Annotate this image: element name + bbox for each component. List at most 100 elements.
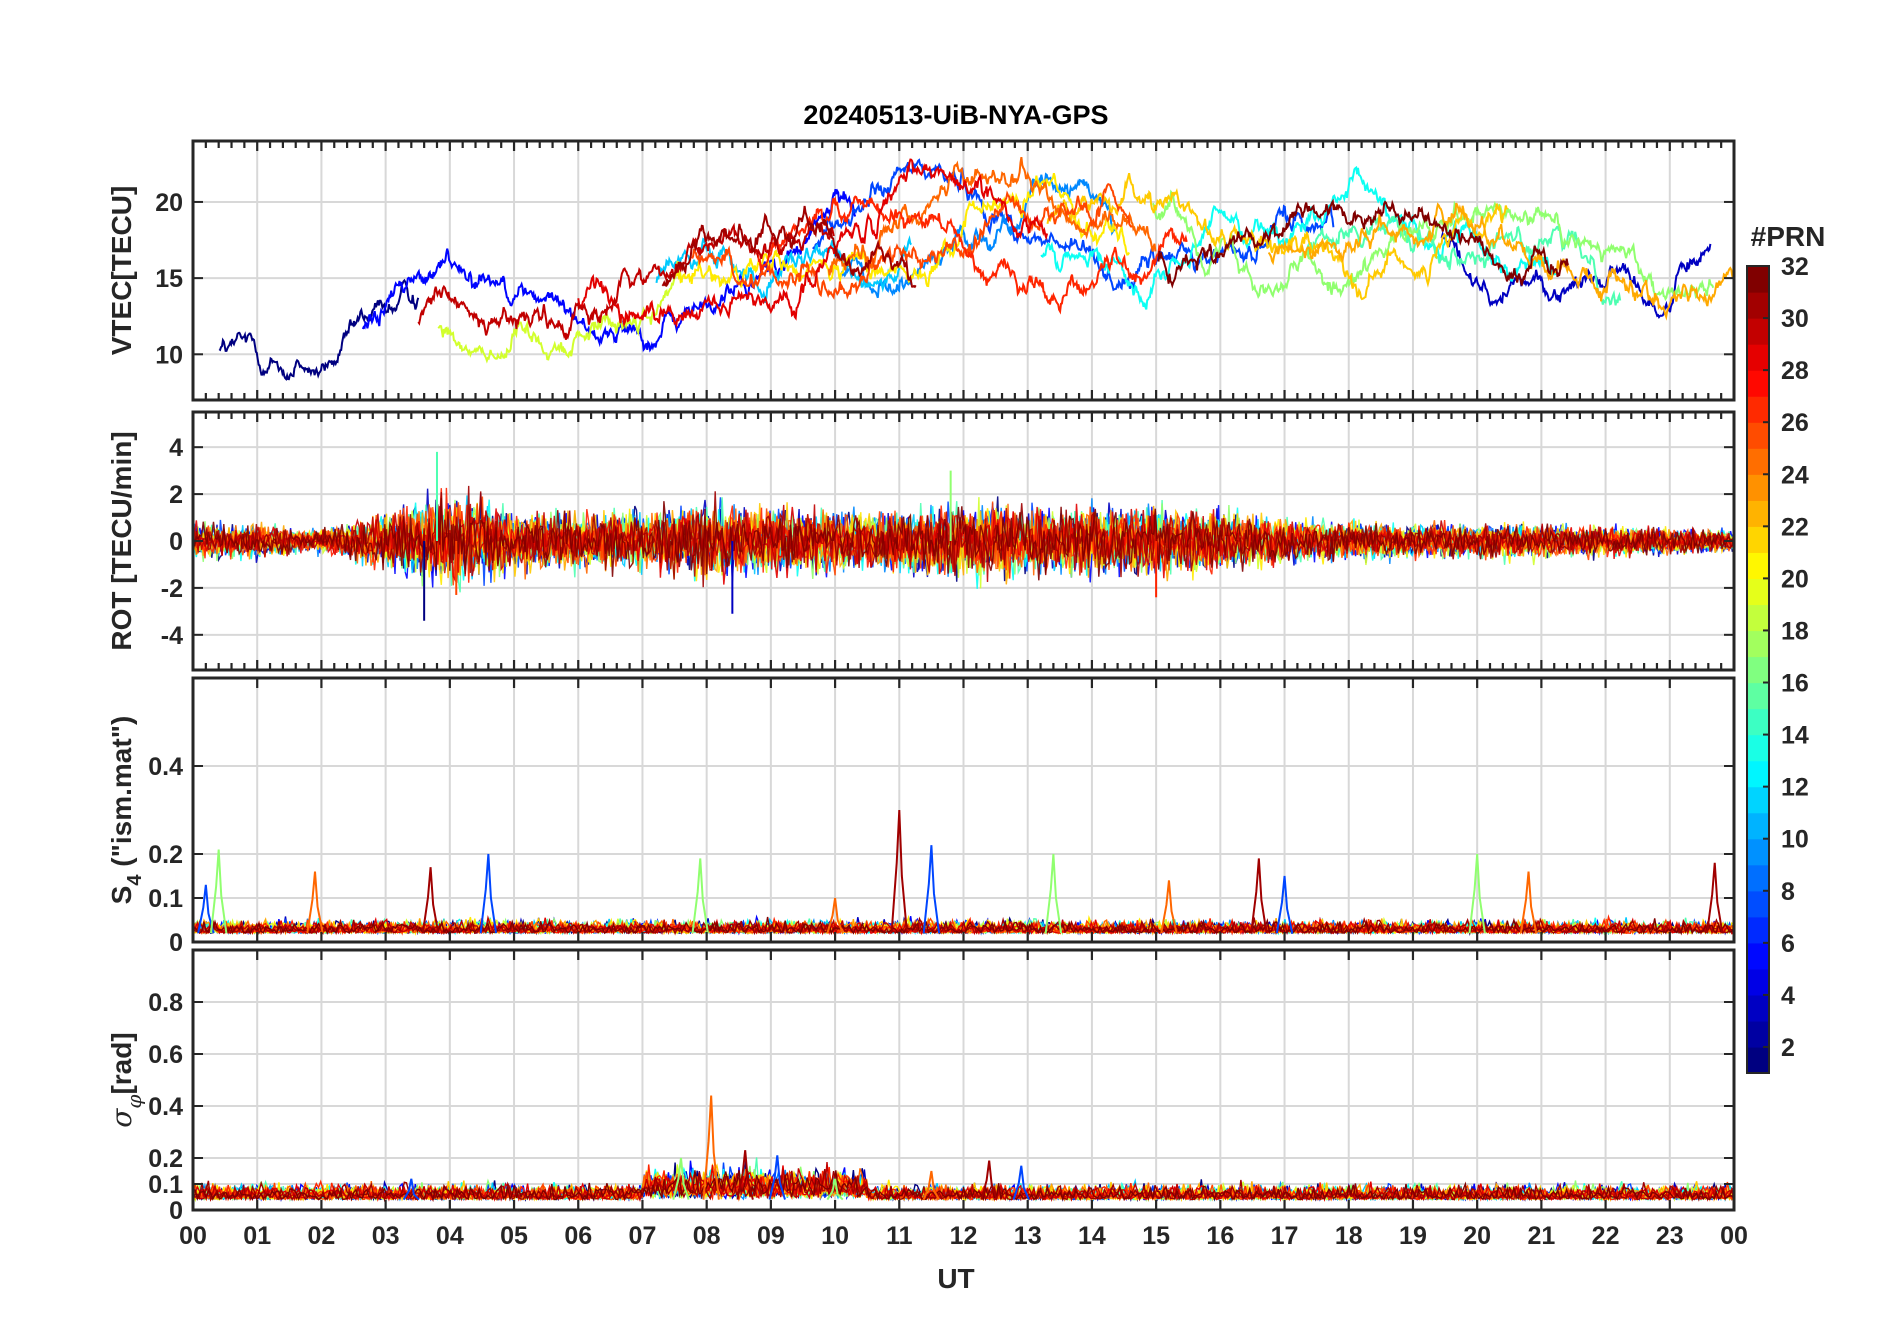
x-tick-label: 19 (1399, 1222, 1427, 1250)
panel-sigma: 00.10.2 0.4 0.6 0.8σφ[rad] (105, 948, 1736, 1225)
series-prn-29 (577, 158, 1049, 329)
x-tick-label: 07 (629, 1222, 657, 1250)
peak (691, 858, 709, 934)
x-tick-label: 05 (500, 1222, 528, 1250)
peak (402, 1178, 420, 1201)
series-prn-32 (1157, 198, 1570, 289)
peak (826, 897, 844, 934)
colorbar-frame (1746, 265, 1770, 1074)
series-prn-31 (193, 916, 1734, 936)
peak (702, 1095, 720, 1200)
colorbar-segment (1747, 916, 1769, 944)
colorbar-segment (1747, 786, 1769, 814)
x-tick-label: 03 (372, 1222, 400, 1250)
y-tick-label: 0 (169, 929, 183, 957)
x-tick-label: 04 (436, 1222, 464, 1250)
peak (1275, 875, 1294, 934)
x-tick-label: 15 (1142, 1222, 1170, 1250)
colorbar-label: #PRN (1751, 221, 1826, 252)
colorbar-segment (1747, 448, 1769, 475)
chart-title: 20240513-UiB-NYA-GPS (803, 100, 1108, 130)
peak (209, 849, 228, 934)
colorbar-segment (1747, 760, 1769, 788)
colorbar-segment (1747, 370, 1769, 397)
x-tick-label: 10 (821, 1222, 849, 1250)
y-tick-label: 10 (155, 341, 183, 369)
series-prn-26 (691, 182, 1133, 300)
x-tick-label: 20 (1463, 1222, 1491, 1250)
peak (672, 1157, 690, 1200)
x-tick-label: 14 (1078, 1222, 1106, 1250)
colorbar-segment (1747, 318, 1769, 345)
x-tick-label: 12 (950, 1222, 978, 1250)
colorbar-tick-label: 24 (1781, 461, 1809, 489)
colorbar-segment (1747, 292, 1769, 319)
peak (980, 1160, 998, 1200)
y-tick-label: 2 (169, 481, 183, 509)
y-tick-label: 15 (155, 265, 183, 293)
colorbar-segment (1747, 604, 1769, 632)
colorbar-segment (1747, 630, 1769, 658)
series-prn-32 (193, 1170, 1734, 1203)
x-tick-label: 11 (886, 1222, 913, 1250)
series-group (218, 156, 1734, 382)
colorbar-segment (1747, 890, 1769, 918)
colorbar-segment (1747, 1020, 1769, 1048)
peak (1160, 880, 1178, 934)
colorbar-segment (1747, 422, 1769, 449)
colorbar-tick-label: 26 (1781, 409, 1809, 437)
x-tick-label: 13 (1014, 1222, 1042, 1250)
y-tick-label: 0.4 (148, 753, 183, 781)
y-tick-label: 4 (169, 434, 183, 462)
y-tick-label: 0.2 (148, 1145, 183, 1173)
x-tick-label: 17 (1271, 1222, 1299, 1250)
y-axis-label: VTEC[TECU] (106, 186, 137, 356)
y-tick-label: 0.1 (148, 1171, 183, 1199)
colorbar-segment (1747, 500, 1769, 527)
x-axis-label: UT (937, 1263, 974, 1294)
peak (826, 1178, 844, 1201)
y-axis-label: σφ[rad] (105, 1032, 146, 1127)
series-prn-31 (193, 485, 1734, 588)
peak (1468, 853, 1486, 934)
colorbar-tick-label: 10 (1781, 826, 1809, 854)
colorbar-segment (1747, 526, 1769, 553)
colorbar-segment (1747, 968, 1769, 996)
colorbar-segment (1747, 708, 1769, 736)
colorbar-segment (1747, 994, 1769, 1022)
colorbar-segment (1747, 682, 1769, 710)
x-axis-tick-labels: 00 01 02 03 04 05 06 07 08 09 10 11 12 13 14 15 16 17 18 19… (179, 1222, 1748, 1250)
panel-vtec: 10 15 20 VTEC[TECU] (106, 139, 1736, 402)
y-tick-label: 20 (155, 189, 183, 217)
peak (768, 1155, 786, 1200)
x-tick-label: 23 (1656, 1222, 1684, 1250)
x-tick-label: 00 (179, 1222, 207, 1250)
series-group (193, 451, 1734, 621)
peak (197, 884, 215, 934)
colorbar-tick-label: 12 (1781, 774, 1809, 802)
colorbar-segment (1747, 266, 1769, 293)
colorbar-segment (1747, 1046, 1769, 1074)
x-tick-label: 09 (757, 1222, 785, 1250)
y-tick-label: 0 (169, 528, 183, 556)
colorbar-segment (1747, 656, 1769, 684)
series-prn-22 (1046, 172, 1509, 301)
colorbar-segment (1747, 838, 1769, 866)
series-prn-27 (755, 195, 1188, 315)
colorbar-segment (1747, 396, 1769, 423)
peak (1519, 871, 1538, 934)
colorbar-segment (1747, 552, 1769, 579)
series-prn-21 (676, 172, 1130, 288)
y-tick-label: 0 (169, 1197, 183, 1225)
x-tick-label: 02 (308, 1222, 336, 1250)
x-tick-label: 06 (564, 1222, 592, 1250)
colorbar-tick-label: 8 (1781, 878, 1795, 906)
colorbar-segment (1747, 474, 1769, 501)
colorbar-segment (1747, 942, 1769, 970)
series-prn-23 (1267, 202, 1734, 321)
y-tick-label: -2 (161, 575, 183, 603)
panel-rot: -4 -2 0 2 4 ROT [TECU/min] (106, 410, 1736, 672)
x-tick-label: 21 (1527, 1222, 1555, 1250)
y-axis-label: ROT [TECU/min] (106, 431, 137, 650)
